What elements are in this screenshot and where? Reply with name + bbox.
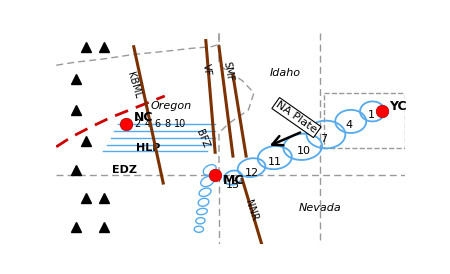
Bar [324, 93, 405, 149]
Text: 4: 4 [346, 120, 353, 130]
Text: 13: 13 [226, 180, 240, 190]
Text: 2: 2 [135, 119, 141, 129]
Text: Idaho: Idaho [270, 68, 301, 78]
Text: MC: MC [223, 174, 244, 187]
Text: KBML: KBML [125, 71, 143, 100]
Text: 10: 10 [297, 147, 311, 156]
Text: 11: 11 [268, 157, 282, 167]
Text: YC: YC [390, 100, 407, 113]
Text: SMF: SMF [221, 61, 235, 82]
Text: 8: 8 [165, 119, 171, 129]
Text: BFZ: BFZ [194, 129, 210, 150]
Text: EDZ: EDZ [112, 165, 137, 175]
Text: 7: 7 [320, 134, 327, 144]
Text: 10: 10 [174, 119, 186, 129]
Text: NNR: NNR [243, 198, 260, 222]
Text: HLP: HLP [135, 143, 160, 153]
Text: Oregon: Oregon [150, 101, 192, 111]
Text: 6: 6 [155, 119, 161, 129]
Text: NA Plate: NA Plate [274, 100, 319, 135]
Text: 1: 1 [367, 110, 374, 120]
Text: 4: 4 [144, 119, 151, 129]
Text: VF: VF [201, 63, 212, 77]
Text: 12: 12 [244, 168, 259, 178]
Text: NC: NC [134, 111, 153, 124]
Text: Nevada: Nevada [298, 203, 341, 213]
